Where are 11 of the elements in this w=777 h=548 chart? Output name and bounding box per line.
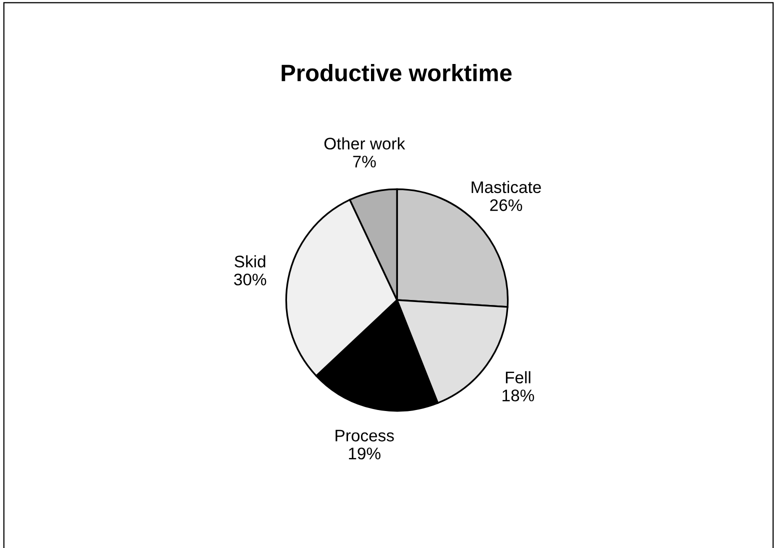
- slice-label: Process: [336, 430, 394, 442]
- slice-label: Masticate: [472, 180, 541, 194]
- data-label: 7%: [353, 156, 376, 168]
- data-label: 26%: [490, 199, 522, 212]
- data-label: 30%: [234, 274, 266, 286]
- chart-title: Productive worktime: [282, 64, 512, 82]
- slice-label: Skid: [234, 255, 266, 268]
- slice-label: Fell: [506, 371, 530, 384]
- data-label: 18%: [502, 390, 534, 402]
- slice-label: Other work: [324, 137, 406, 150]
- data-label: 19%: [348, 448, 380, 460]
